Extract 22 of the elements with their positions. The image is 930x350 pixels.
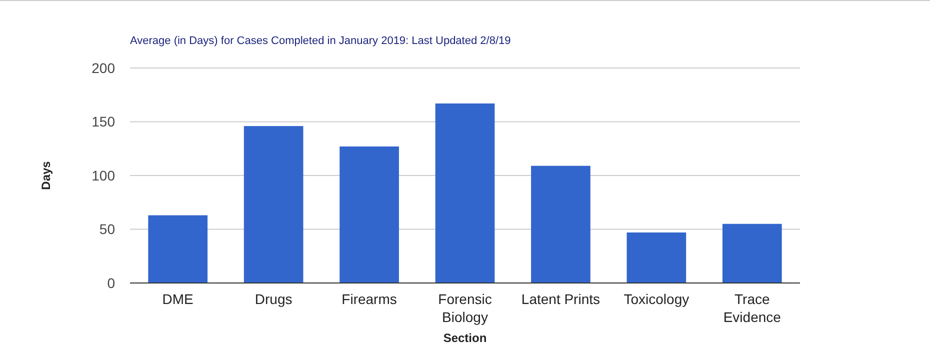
bar	[626, 232, 686, 283]
bar	[531, 166, 590, 283]
bar	[435, 103, 495, 283]
y-tick-label: 100	[92, 167, 116, 184]
chart-title: Average (in Days) for Cases Completed in January 2019: Last Updated 2/8/19	[130, 35, 511, 47]
x-axis-title: Section	[443, 331, 487, 345]
bar	[722, 224, 782, 283]
bar	[244, 126, 304, 283]
y-axis-title: Days	[39, 160, 53, 190]
y-tick-label: 150	[92, 114, 116, 130]
x-tick-label: Latent Prints	[521, 291, 600, 307]
x-tick-label: Trace Evidence	[723, 291, 782, 325]
bar	[148, 215, 208, 283]
bar	[340, 146, 399, 283]
x-tick-label: DME	[162, 291, 194, 307]
x-tick-label: Drugs	[254, 291, 292, 307]
y-tick-label: 0	[107, 274, 116, 291]
x-tick-label: Forensic Biology	[438, 291, 492, 325]
y-tick-label: 50	[99, 221, 116, 238]
y-tick-label: 200	[92, 60, 116, 76]
x-tick-label: Firearms	[342, 291, 397, 307]
x-tick-label: Toxicology	[624, 291, 690, 307]
